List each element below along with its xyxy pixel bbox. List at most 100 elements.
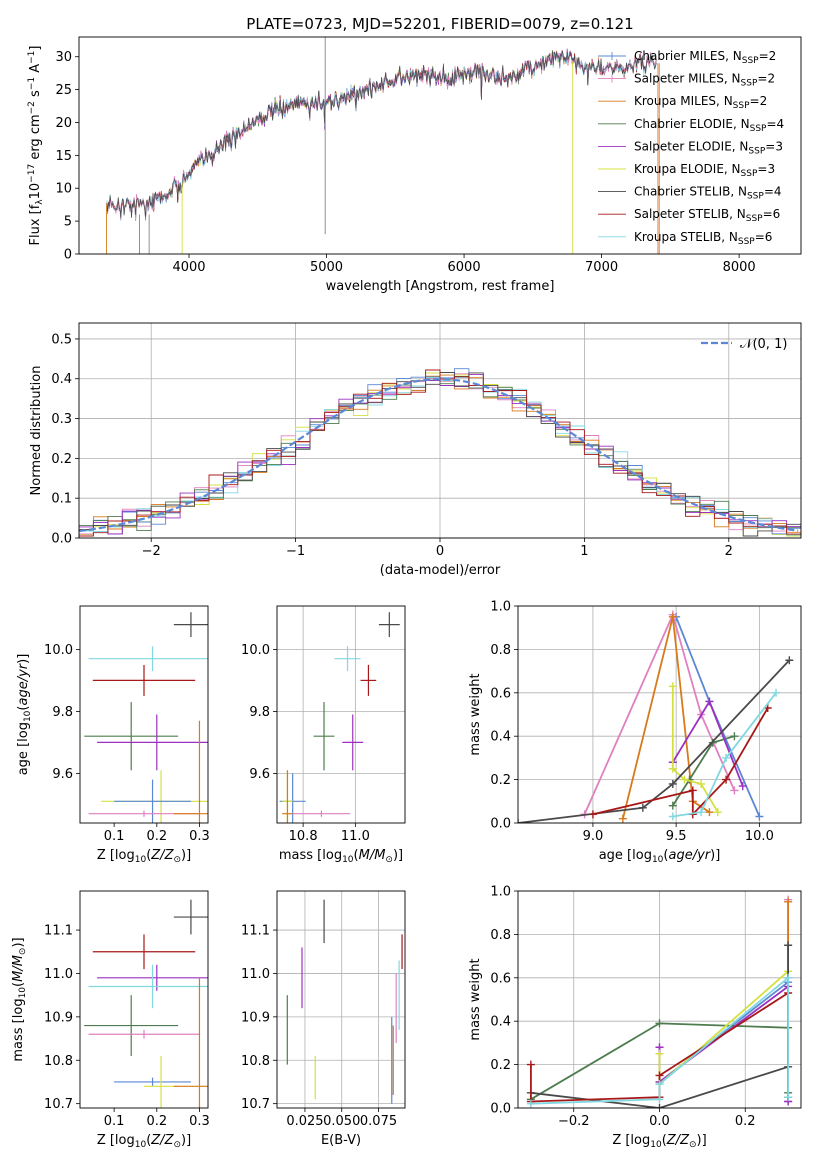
x-tick-label: 0.3 (189, 1114, 210, 1129)
residuals-frame (78, 322, 802, 539)
mass_weight_vs_age-ylabel: mass weight (468, 673, 483, 755)
weight-marker (655, 1095, 664, 1104)
y-tick-label: 10.8 (44, 1054, 73, 1069)
spectrum-plot-area (106, 37, 660, 254)
y-tick-label: 0.1 (51, 492, 72, 507)
mass_vs_ebv-panel: 0.025 0.050 0.075 10.7 10.8 10.9 11.0 11.1 E(B-V… (241, 890, 406, 1148)
weight-series-kroupa-elodie (668, 682, 722, 817)
mass_weight_vs_Z-plot-area (526, 895, 793, 1108)
age_vs_mass-xlabel: mass [log10(M/M⊙)] (279, 848, 403, 865)
spectrum-panel: 4000 5000 6000 7000 8000 0 5 10 15 20 25 30 Chabrier… (27, 36, 802, 294)
legend-label-normal: 𝒩(0, 1) (740, 337, 787, 352)
weight-series-kroupa-stelib (668, 688, 781, 821)
age_vs_Z-plot-area (84, 612, 208, 823)
age_vs_mass-panel: 10.8 11.0 9.6 9.8 10.0 mass [log10(M/M⊙)] (241, 605, 406, 865)
errorbar-point-kroupa-stelib (88, 646, 208, 672)
y-tick-label: 0.8 (490, 643, 511, 658)
weight-marker (722, 753, 731, 762)
legend-label-kroupa-stelib: Kroupa STELIB, NSSP=6 (634, 230, 772, 247)
weight-marker (697, 779, 706, 788)
legend-label-chabrier-miles: Chabrier MILES, NSSP=2 (634, 49, 776, 66)
weight-marker (668, 764, 677, 773)
y-tick-label: 15 (55, 149, 72, 164)
weight-series-kroupa-stelib (526, 973, 793, 1108)
y-tick-label: 0.4 (490, 1015, 511, 1030)
x-tick-label: 1 (580, 544, 588, 559)
age_vs_mass-plot-area (279, 612, 400, 823)
spectrum-series-salpeter-miles (106, 49, 657, 220)
errorbar-point-chabrier-elodie (84, 995, 179, 1056)
spectrum-title: PLATE=0723, MJD=52201, FIBERID=0079, z=0… (246, 15, 633, 33)
residuals-panel: −2 −1 0 1 2 0.0 0.1 0.2 0.3 0.4 0.5 𝒩(0, 1) (data-mo… (29, 322, 802, 578)
y-tick-label: 11.1 (44, 924, 73, 939)
x-tick-label: 0.3 (189, 829, 210, 844)
x-tick-label: 0.2 (146, 829, 167, 844)
y-tick-label: 0.2 (490, 1058, 511, 1073)
errorbar-point-chabrier-stelib (378, 612, 400, 637)
x-tick-label: 4000 (172, 260, 205, 275)
age_vs_Z-panel: 0.1 0.2 0.3 9.6 9.8 10.0 Z [log10(Z/Z⊙)] age [l… (16, 605, 210, 865)
spectrum-legend: Chabrier MILES, NSSP=2 Salpeter MILES, NS… (598, 49, 784, 247)
errorbar-point-chabrier-stelib (173, 612, 208, 637)
mass_weight_vs_Z-panel: −0.2 0.0 0.2 0.0 0.2 0.4 0.6 0.8 1.0 Z [log10(Z/Z… (468, 885, 802, 1150)
mass_vs_Z-xlabel: Z [log10(Z/Z⊙)] (97, 1133, 191, 1150)
y-tick-label: 11.0 (44, 967, 73, 982)
y-tick-label: 1.0 (490, 885, 511, 900)
legend-label-salpeter-miles: Salpeter MILES, NSSP=2 (634, 72, 775, 89)
y-tick-label: 10.8 (241, 1054, 270, 1069)
x-tick-label: 0.2 (735, 1114, 756, 1129)
y-tick-label: 11.1 (241, 924, 270, 939)
weight-line (518, 659, 790, 823)
y-tick-label: 9.8 (52, 705, 73, 720)
y-tick-label: 0.4 (490, 730, 511, 745)
weight-marker (526, 1099, 535, 1108)
normal-curve (79, 378, 799, 533)
errorbar-point-kroupa-elodie (144, 1055, 179, 1108)
y-tick-label: 10.0 (44, 643, 73, 658)
mass_weight_vs_Z-xlabel: Z [log10(Z/Z⊙)] (612, 1133, 706, 1150)
errorbar-point-chabrier-elodie (313, 702, 335, 771)
weight-marker (655, 1104, 664, 1108)
errorbar-point-chabrier-stelib (173, 899, 208, 935)
errorbar-point-salpeter-stelib (360, 664, 377, 696)
spectrum-series-salpeter-stelib (106, 51, 657, 220)
errorbar-point-kroupa-miles (282, 770, 293, 823)
weight-marker (588, 810, 597, 819)
weight-marker (680, 775, 689, 784)
residuals-plot-area (79, 368, 801, 537)
y-tick-label: 0.2 (490, 773, 511, 788)
weight-marker (638, 803, 647, 812)
x-tick-label: 5000 (310, 260, 343, 275)
weight-marker (772, 688, 781, 697)
x-tick-label: 0.025 (286, 1114, 323, 1129)
age_vs_Z-frame (79, 605, 209, 824)
weight-marker (730, 732, 739, 741)
y-tick-label: 9.6 (52, 767, 73, 782)
errorbar-point-chabrier-elodie (84, 702, 179, 771)
weight-marker (688, 786, 697, 795)
weight-line (583, 612, 736, 815)
y-tick-label: 9.6 (249, 767, 270, 782)
mass_vs_Z-frame (79, 890, 209, 1109)
weight-series-chabrier-stelib (518, 656, 794, 823)
weight-marker (655, 1071, 664, 1080)
y-tick-label: 0.3 (51, 412, 72, 427)
mass_vs_Z-panel: 0.1 0.2 0.3 10.7 10.8 10.9 11.0 11.1 Z [log10(Z/… (11, 890, 210, 1150)
y-tick-label: 10 (55, 182, 72, 197)
x-tick-label: 11.0 (341, 829, 370, 844)
weight-marker (668, 812, 677, 821)
spectrum-series-chabrier-stelib (106, 50, 657, 218)
x-tick-label: −1 (286, 544, 305, 559)
spectrum-frame (78, 36, 802, 255)
x-tick-label: −2 (142, 544, 161, 559)
weight-marker (668, 612, 677, 621)
legend-label-salpeter-stelib: Salpeter STELIB, NSSP=6 (634, 207, 780, 224)
errorbar-point-salpeter-miles (88, 1029, 200, 1039)
weight-line (658, 984, 789, 1102)
mass_vs_ebv-frame (276, 890, 406, 1109)
x-tick-label: 8000 (723, 260, 756, 275)
weight-marker (784, 973, 793, 982)
y-tick-label: 0.5 (51, 332, 72, 347)
x-tick-label: 9.5 (666, 829, 687, 844)
